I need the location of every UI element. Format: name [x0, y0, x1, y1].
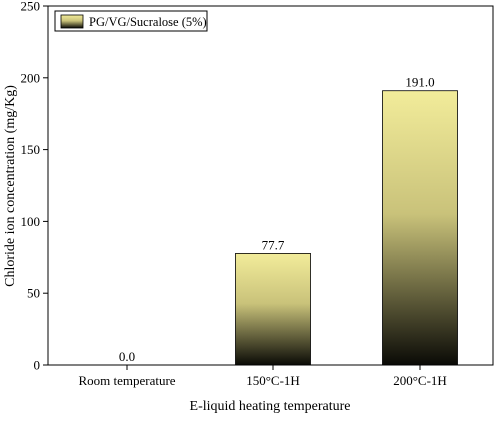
bar-value-label: 191.0	[405, 75, 434, 90]
y-tick-label: 100	[21, 214, 41, 229]
y-tick-label: 250	[21, 0, 41, 14]
y-tick-label: 200	[21, 70, 41, 85]
y-tick-label: 0	[34, 358, 41, 373]
legend: PG/VG/Sucralose (5%)	[54, 10, 208, 32]
x-tick-label: 150°C-1H	[246, 373, 300, 388]
bar-value-label: 77.7	[262, 237, 285, 252]
bar-value-label: 0.0	[119, 349, 135, 364]
x-axis-title: E-liquid heating temperature	[190, 399, 351, 414]
y-tick-label: 150	[21, 142, 41, 157]
bar	[382, 90, 458, 366]
bar-data-labels: 0.0 77.7 191.0	[119, 75, 435, 364]
bar	[235, 253, 311, 366]
y-tick-label: 50	[27, 286, 40, 301]
bars	[235, 90, 458, 366]
x-tick-label: 200°C-1H	[393, 373, 447, 388]
legend-swatch	[60, 14, 84, 29]
y-axis-title: Chloride ion concentration (mg/Kg)	[3, 85, 18, 287]
x-tick-label: Room temperature	[78, 373, 175, 388]
y-axis-ticks: 0 50 100 150 200 250	[21, 0, 48, 373]
legend-label: PG/VG/Sucralose (5%)	[89, 15, 207, 29]
legend-box	[54, 10, 208, 32]
x-axis-ticks: Room temperature 150°C-1H 200°C-1H	[78, 365, 447, 388]
